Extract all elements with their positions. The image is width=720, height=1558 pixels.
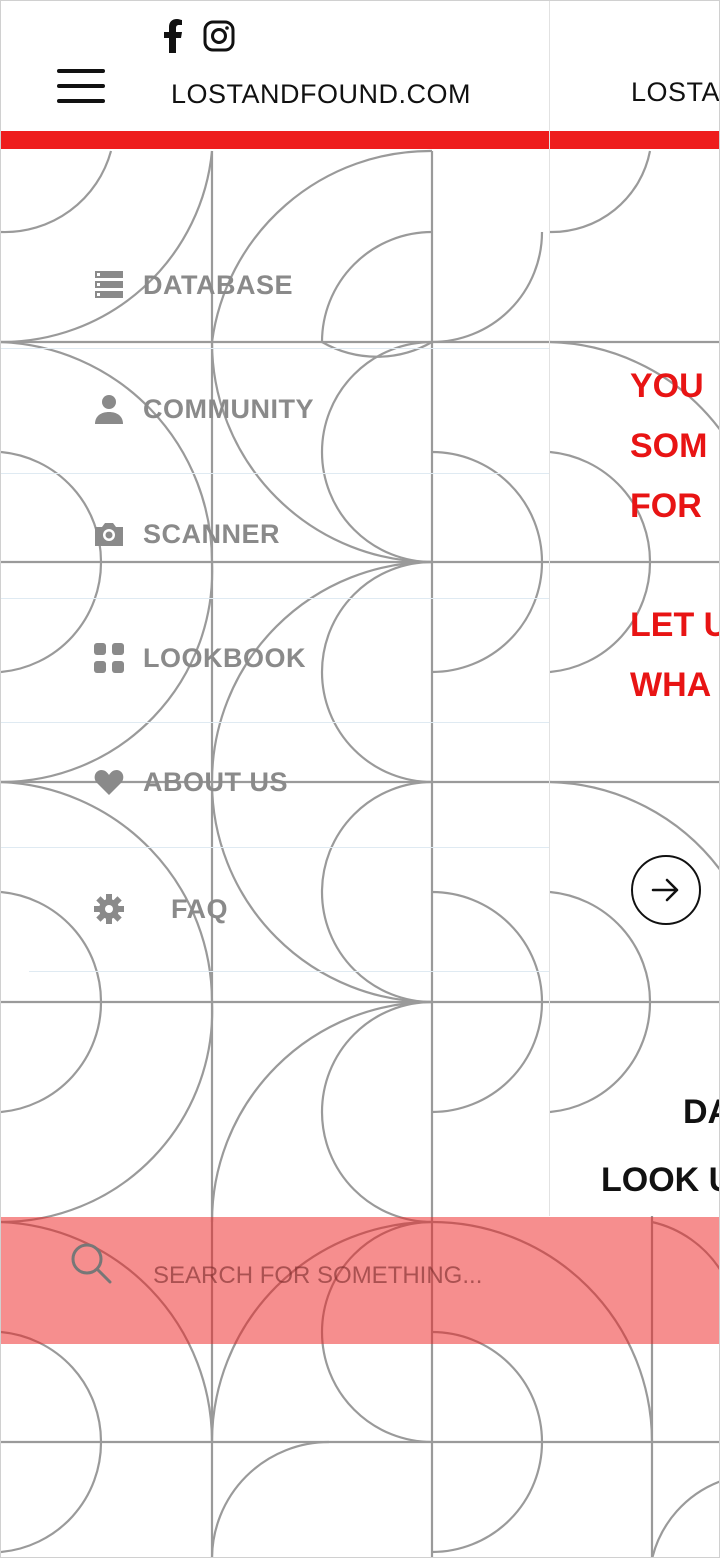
hero-text-line: WHA	[630, 666, 712, 704]
hero-cta-button[interactable]	[631, 855, 701, 925]
heart-icon	[91, 764, 127, 800]
social-links	[161, 19, 235, 53]
menu-item-label: FAQ	[171, 893, 229, 924]
grid-icon	[91, 640, 127, 676]
database-icon	[91, 267, 127, 303]
menu-item-lookbook[interactable]: LOOKBOOK	[91, 638, 306, 678]
menu-item-about-us[interactable]: ABOUT US	[91, 762, 288, 802]
menu-item-community[interactable]: COMMUNITY	[91, 389, 314, 429]
section-heading: DA	[683, 1093, 719, 1131]
search-input[interactable]	[151, 1255, 675, 1297]
menu-item-label: COMMUNITY	[143, 393, 314, 424]
menu-divider	[1, 348, 549, 349]
menu-divider	[1, 722, 549, 723]
drawer-header: LOSTANDFOUND.COM	[1, 1, 549, 131]
hamburger-menu-icon[interactable]	[57, 69, 105, 105]
menu-divider	[1, 598, 549, 599]
camera-icon	[91, 516, 127, 552]
hero-text-line: SOM	[630, 427, 708, 465]
header-accent-bar	[1, 131, 549, 149]
arrow-right-icon	[651, 878, 679, 902]
menu-divider	[1, 847, 549, 848]
main-header: LOSTA	[550, 1, 720, 131]
menu-item-scanner[interactable]: SCANNER	[91, 514, 280, 554]
site-title[interactable]: LOSTANDFOUND.COM	[171, 79, 472, 109]
menu-item-label: DATABASE	[143, 269, 293, 300]
nav-drawer: LOSTANDFOUND.COM DATABASE COMMUNITY SCAN…	[1, 1, 550, 1216]
gear-icon	[91, 891, 127, 927]
hero-text-line: YOU	[630, 367, 704, 405]
menu-divider	[29, 971, 549, 972]
main-page-preview: LOSTA YOU SOM FOR LET U WHA DA	[550, 1, 720, 1216]
menu-item-label: LOOKBOOK	[143, 642, 306, 673]
menu-item-faq[interactable]: FAQ	[91, 889, 228, 929]
menu-divider	[1, 473, 549, 474]
facebook-icon[interactable]	[161, 19, 189, 53]
hero-text-line: LET U	[630, 606, 720, 644]
main-header-accent-bar	[550, 131, 719, 149]
section-subheading: LOOK U	[601, 1161, 720, 1199]
menu-item-label: SCANNER	[143, 518, 281, 549]
menu-item-label: ABOUT US	[143, 766, 288, 797]
instagram-icon[interactable]	[203, 19, 235, 53]
search-icon[interactable]	[69, 1241, 113, 1285]
main-site-title[interactable]: LOSTA	[631, 77, 720, 107]
menu-item-database[interactable]: DATABASE	[91, 265, 293, 305]
person-icon	[91, 391, 127, 427]
hero-text-line: FOR	[630, 487, 702, 525]
